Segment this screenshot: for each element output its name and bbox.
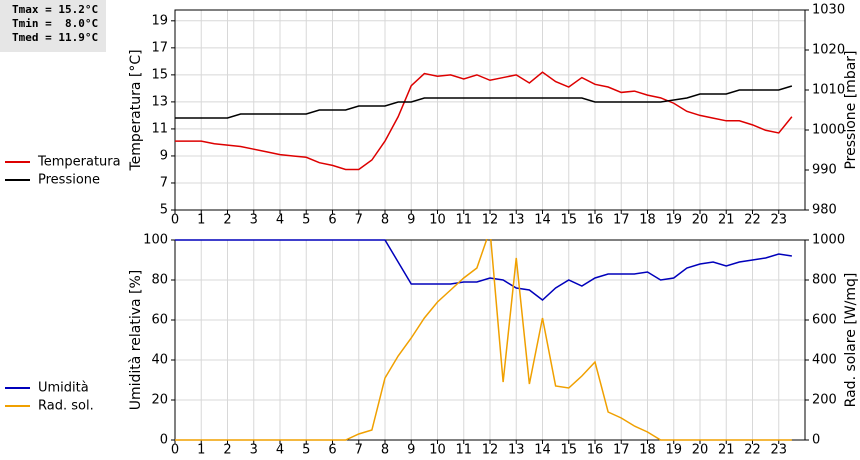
x-tick-label: 23	[770, 443, 787, 458]
y-tick-label: 40	[151, 353, 168, 368]
x-tick-label: 10	[429, 213, 446, 228]
y2-tick-label: 1030	[812, 3, 845, 18]
stat-text: Tmed = 11.9°C	[12, 31, 98, 44]
x-tick-label: 22	[744, 213, 761, 228]
x-tick-label: 14	[534, 213, 551, 228]
y2-tick-label: 1020	[812, 43, 845, 58]
x-tick-label: 9	[407, 213, 415, 228]
y-axis-label: Umidità relativa [%]	[128, 270, 144, 411]
legend-label: Rad. sol.	[38, 399, 94, 414]
x-tick-label: 21	[718, 443, 735, 458]
x-tick-label: 4	[276, 213, 284, 228]
legend-label: Temperatura	[37, 155, 121, 170]
x-tick-label: 17	[613, 443, 630, 458]
x-tick-label: 18	[639, 213, 656, 228]
x-tick-label: 12	[482, 213, 499, 228]
series-line	[175, 239, 792, 301]
x-tick-label: 8	[381, 213, 389, 228]
x-tick-label: 2	[223, 213, 231, 228]
x-tick-label: 15	[560, 443, 577, 458]
x-tick-label: 16	[587, 443, 604, 458]
plot-frame	[174, 9, 806, 211]
y2-tick-label: 980	[812, 203, 837, 218]
x-tick-label: 17	[613, 213, 630, 228]
x-tick-label: 15	[560, 213, 577, 228]
y2-tick-label: 200	[812, 393, 837, 408]
x-tick-label: 13	[508, 213, 525, 228]
legend-label: Umidità	[38, 381, 89, 396]
y2-tick-label: 1000	[812, 123, 845, 138]
y-tick-label: 13	[151, 94, 168, 109]
y-tick-label: 20	[151, 393, 168, 408]
x-tick-label: 8	[381, 443, 389, 458]
y2-tick-label: 400	[812, 353, 837, 368]
y2-axis-label: Rad. solare [W/mq]	[843, 273, 859, 408]
x-tick-label: 3	[250, 213, 258, 228]
x-tick-label: 3	[250, 443, 258, 458]
x-tick-label: 0	[171, 443, 179, 458]
y-tick-label: 100	[143, 233, 168, 248]
x-tick-label: 19	[665, 443, 682, 458]
x-tick-label: 0	[171, 213, 179, 228]
x-tick-label: 6	[328, 213, 336, 228]
y-tick-label: 80	[151, 273, 168, 288]
x-tick-label: 7	[355, 443, 363, 458]
y-tick-label: 9	[160, 148, 168, 163]
y2-tick-label: 800	[812, 273, 837, 288]
series-line	[175, 85, 793, 119]
stat-text: Tmax = 15.2°C	[12, 3, 98, 16]
x-tick-label: 20	[692, 443, 709, 458]
y-tick-label: 11	[151, 121, 168, 136]
y-tick-label: 0	[160, 433, 168, 448]
x-tick-label: 20	[692, 213, 709, 228]
plot-frame	[174, 239, 806, 441]
y2-axis-label: Pressione [mbar]	[843, 50, 859, 169]
stat-text: Tmin = 8.0°C	[12, 17, 98, 30]
y-tick-label: 7	[160, 175, 168, 190]
y-tick-label: 17	[151, 40, 168, 55]
y2-tick-label: 1000	[812, 233, 845, 248]
x-tick-label: 21	[718, 213, 735, 228]
y2-tick-label: 0	[812, 433, 820, 448]
x-tick-label: 5	[302, 443, 310, 458]
y2-tick-label: 990	[812, 163, 837, 178]
x-tick-label: 9	[407, 443, 415, 458]
x-tick-label: 7	[355, 213, 363, 228]
x-tick-label: 11	[455, 213, 472, 228]
stats-box	[0, 0, 106, 52]
x-tick-label: 16	[587, 213, 604, 228]
x-tick-label: 1	[197, 443, 205, 458]
legend-label: Pressione	[38, 173, 100, 188]
x-tick-label: 1	[197, 213, 205, 228]
x-tick-label: 13	[508, 443, 525, 458]
x-tick-label: 11	[455, 443, 472, 458]
x-tick-label: 10	[429, 443, 446, 458]
y2-tick-label: 1010	[812, 83, 845, 98]
x-tick-label: 4	[276, 443, 284, 458]
x-tick-label: 19	[665, 213, 682, 228]
x-tick-label: 23	[770, 213, 787, 228]
x-tick-label: 14	[534, 443, 551, 458]
y-tick-label: 15	[151, 67, 168, 82]
x-tick-label: 2	[223, 443, 231, 458]
y-axis-label: Temperatura [°C]	[128, 49, 144, 171]
x-tick-label: 6	[328, 443, 336, 458]
y2-tick-label: 600	[812, 313, 837, 328]
y-tick-label: 5	[160, 203, 168, 218]
x-tick-label: 18	[639, 443, 656, 458]
y-tick-label: 19	[151, 13, 168, 28]
x-tick-label: 12	[482, 443, 499, 458]
series-line	[175, 239, 792, 441]
x-tick-label: 5	[302, 213, 310, 228]
y-tick-label: 60	[151, 313, 168, 328]
x-tick-label: 22	[744, 443, 761, 458]
series-line	[175, 71, 793, 171]
